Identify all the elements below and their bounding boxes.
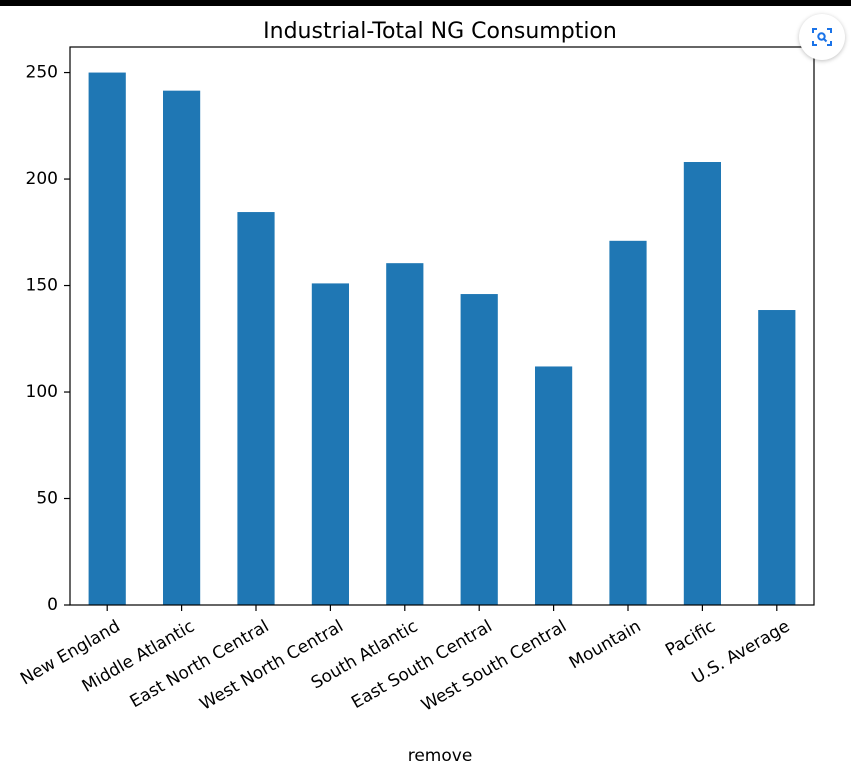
- y-tick-label: 250: [26, 63, 58, 83]
- bars-group: [88, 72, 796, 606]
- y-tick-label: 150: [26, 276, 58, 296]
- x-tick-label: Mountain: [566, 616, 645, 673]
- y-tick-label: 50: [36, 489, 58, 509]
- bar-9: [758, 310, 796, 605]
- x-axis-label: remove: [408, 746, 473, 766]
- bar-5: [460, 294, 498, 605]
- y-tick-label: 200: [26, 169, 58, 189]
- bar-6: [535, 366, 573, 605]
- bar-4: [386, 263, 424, 605]
- x-tick-label: Pacific: [662, 616, 719, 660]
- image-search-button[interactable]: [799, 14, 845, 60]
- bar-8: [683, 162, 721, 605]
- y-tick-label: 0: [47, 595, 58, 615]
- bar-2: [237, 212, 275, 605]
- y-axis: 0 50 100 150 200 250: [26, 63, 70, 615]
- plot-frame: [69, 46, 815, 606]
- bar-1: [163, 90, 201, 606]
- image-search-icon: [810, 25, 834, 49]
- bar-0: [88, 72, 126, 605]
- top-strip: [0, 0, 851, 6]
- y-tick-label: 100: [26, 382, 58, 402]
- bar-7: [609, 240, 647, 606]
- bar-3: [311, 283, 349, 605]
- chart-title: Industrial-Total NG Consumption: [263, 19, 617, 44]
